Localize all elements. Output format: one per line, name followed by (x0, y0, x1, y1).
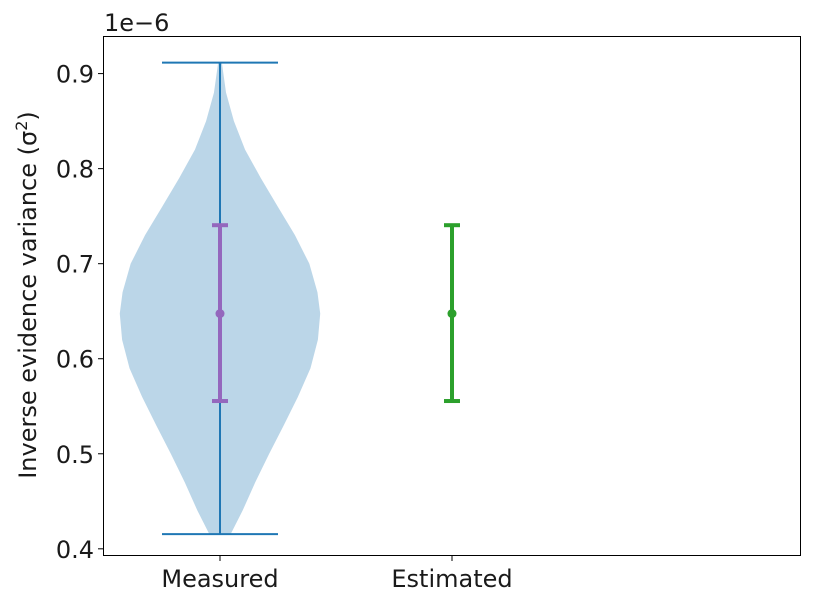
y-tick-label: 0.9 (56, 61, 94, 89)
y-tick-label: 0.7 (56, 251, 94, 279)
y-scale-label: 1e−6 (104, 9, 169, 37)
y-axis-label-close: ) (14, 111, 42, 120)
x-axis-ticks: Measured Estimated (161, 555, 513, 593)
estimated-mean-point (447, 309, 457, 319)
axes-frame (103, 36, 801, 556)
y-axis-label-main: Inverse evidence variance (σ (14, 131, 42, 479)
y-tick-label: 0.4 (56, 536, 94, 564)
y-axis-label: Inverse evidence variance (σ2) (12, 111, 43, 479)
y-tick-label: 0.5 (56, 441, 94, 469)
x-tick-label: Measured (161, 565, 278, 593)
y-axis-label-superscript: 2 (12, 121, 31, 131)
measured-mean-point (215, 309, 225, 319)
y-axis-ticks: 0.4 0.5 0.6 0.7 0.8 0.9 (56, 61, 104, 564)
x-tick-label: Estimated (391, 565, 512, 593)
y-tick-label: 0.6 (56, 346, 94, 374)
y-tick-label: 0.8 (56, 156, 94, 184)
plot-area (119, 61, 460, 536)
